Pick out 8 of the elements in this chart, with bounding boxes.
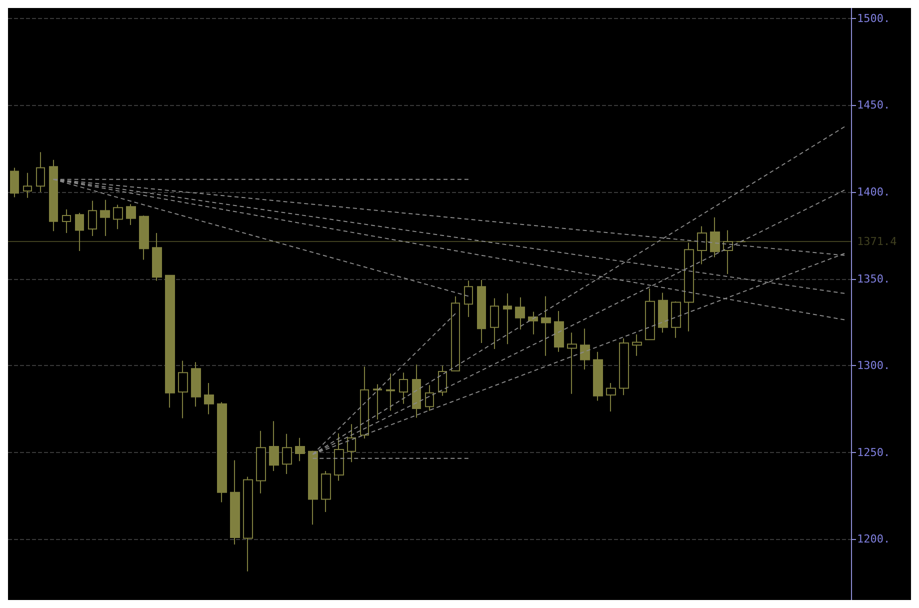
y-tick-label: 1400.: [857, 186, 890, 199]
y-tick-label: 1350.: [857, 272, 890, 286]
ref-line-label: 1371.4: [857, 235, 898, 248]
y-tick-label: 1300.: [857, 359, 890, 372]
y-tick-label: 1500.: [857, 12, 890, 25]
y-tick-label: 1450.: [857, 98, 890, 112]
y-tick-label: 1250.: [857, 446, 890, 459]
y-tick-label: 1200.: [857, 532, 890, 546]
